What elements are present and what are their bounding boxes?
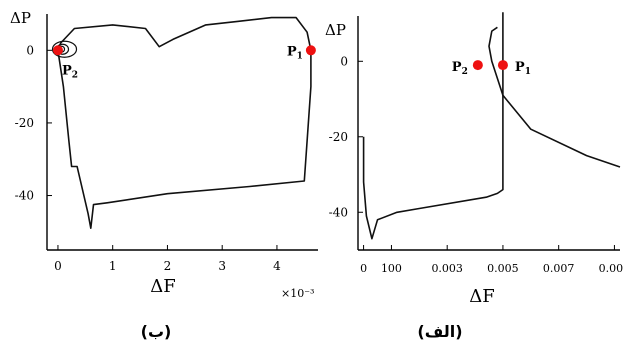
- panel-1-label-P2: P2: [62, 63, 78, 80]
- panel-2-y-tick-label: -40: [329, 205, 348, 219]
- panel-1-x-tick-label: 3: [218, 259, 226, 273]
- panel-1-y-axis-label: ΔP: [10, 9, 31, 27]
- panel-2-caption: (الف): [417, 322, 462, 341]
- panel-2-x-tick-label: 0.009: [599, 262, 623, 275]
- panel-2-point-P1: [497, 60, 508, 71]
- panel-1-point-P1: [305, 45, 316, 56]
- panel-1-x-axis-label: ΔF: [150, 276, 176, 297]
- panel-2-series-line: [362, 12, 504, 240]
- panel-2-y-axis-label: ΔP: [325, 21, 346, 39]
- panel-2-x-tick-label: 0.003: [431, 262, 463, 275]
- panel-1-caption: (ب): [141, 322, 172, 341]
- panel-2-x-tick-label: 0.005: [487, 262, 519, 275]
- panel-1-x-tick-label: 0: [54, 259, 62, 273]
- panel-2-series-line: [488, 26, 621, 168]
- panel-1-x-tick-label: 2: [164, 259, 172, 273]
- panel-1-y-tick-label: -40: [15, 189, 34, 203]
- panel-2-x-tick-label: 0.007: [543, 262, 575, 275]
- panel-1-x-tick-label: 4: [273, 259, 281, 273]
- panel-1-x-tick-label: 1: [109, 259, 117, 273]
- panel-2-x-tick-label: 0: [360, 262, 367, 275]
- panel-2-y-tick-label: -20: [329, 130, 348, 144]
- panel-1-label-P1: P1: [287, 44, 303, 61]
- panel-2-label-P1: P1: [515, 60, 531, 77]
- panel-1-y-tick-label: 0: [26, 43, 34, 57]
- panel-1-point-P2: [52, 45, 63, 56]
- panel-2-x-tick-label: 100: [381, 262, 402, 275]
- panel-1-x-multiplier: ×10⁻³: [281, 287, 314, 300]
- panel-2-y-tick-label: 0: [340, 54, 348, 68]
- panel-2-point-P2: [472, 60, 483, 71]
- panel-2-label-P2: P2: [452, 60, 468, 77]
- panel-1-y-tick-label: -20: [15, 116, 34, 130]
- panel-1-spiral-outer: [51, 40, 78, 58]
- panel-2-x-axis-label: ΔF: [469, 286, 495, 307]
- panel-1-series-line: [57, 16, 312, 229]
